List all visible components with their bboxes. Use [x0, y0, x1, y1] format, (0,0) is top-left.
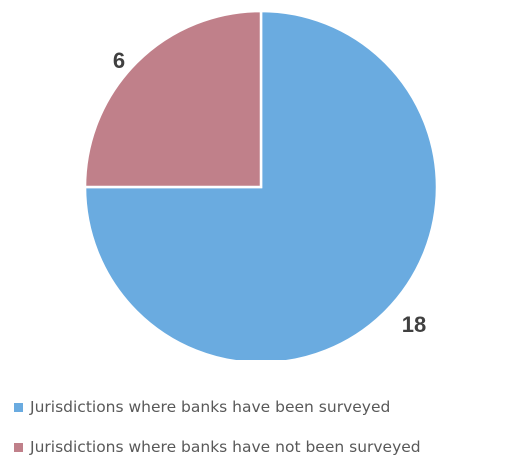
- legend-swatch-not-surveyed: [14, 442, 23, 452]
- pie-slice-0: [83, 9, 439, 360]
- pie-slices: [83, 9, 439, 360]
- legend-item-not-surveyed: Jurisdictions where banks have not been …: [14, 436, 421, 458]
- pie-chart: 18 6: [83, 9, 439, 360]
- legend-swatch-surveyed: [14, 402, 23, 412]
- legend-label-not-surveyed: Jurisdictions where banks have not been …: [30, 438, 421, 456]
- legend-item-surveyed: Jurisdictions where banks have been surv…: [14, 396, 421, 418]
- data-label-surveyed: 18: [402, 312, 426, 337]
- legend-label-surveyed: Jurisdictions where banks have been surv…: [30, 398, 391, 416]
- data-label-not-surveyed: 6: [113, 48, 125, 73]
- pie-slice-1: [83, 9, 263, 189]
- chart-legend: Jurisdictions where banks have been surv…: [14, 396, 421, 476]
